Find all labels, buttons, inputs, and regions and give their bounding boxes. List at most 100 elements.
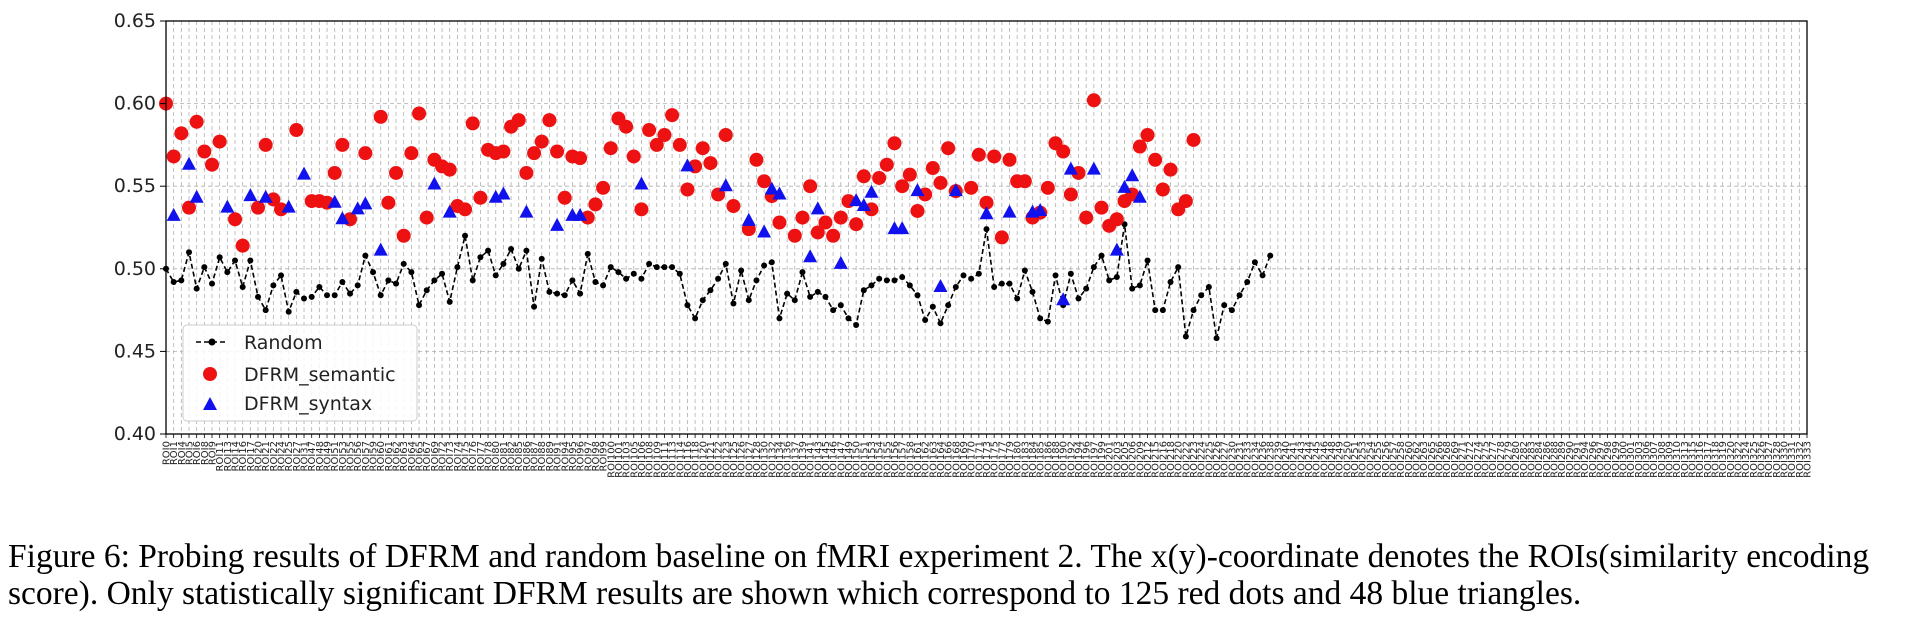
x-tick-label: ROI128: [752, 441, 763, 478]
syntax-point: [864, 184, 879, 198]
semantic-point: [994, 230, 1009, 245]
x-tick-label: ROI254: [1365, 441, 1376, 478]
x-tick-label: ROI234: [1250, 441, 1261, 478]
x-tick-label: ROI162: [921, 441, 932, 478]
x-tick-label: ROI106: [637, 441, 648, 478]
random-point: [377, 292, 384, 299]
semantic-point: [335, 137, 350, 152]
x-tick-label: ROI157: [898, 441, 909, 478]
legend: Random DFRM_semantic DFRM_syntax: [182, 324, 418, 422]
syntax-point: [718, 178, 733, 192]
x-tick-label: ROI24: [277, 441, 288, 472]
x-tick-label: ROI109: [652, 441, 663, 478]
x-tick-label: ROI310: [1672, 441, 1683, 478]
x-tick-label: ROI99: [599, 441, 610, 472]
x-tick-label: ROI126: [737, 441, 748, 478]
x-tick-label: ROI319: [1718, 441, 1729, 478]
x-tick-label: ROI95: [568, 441, 579, 472]
random-point: [546, 288, 553, 295]
random-point: [439, 270, 446, 277]
syntax-point: [243, 188, 258, 202]
syntax-point: [258, 189, 273, 203]
random-point: [1052, 272, 1059, 279]
x-tick-label: ROI65: [415, 441, 426, 472]
x-tick-label: ROI301: [1626, 441, 1637, 478]
random-point: [1182, 333, 1189, 340]
x-tick-label: ROI86: [522, 441, 533, 472]
x-tick-label: ROI158: [905, 441, 916, 478]
random-point: [239, 283, 246, 290]
random-point: [661, 264, 668, 271]
random-point: [1175, 264, 1182, 271]
syntax-point: [856, 198, 871, 212]
random-point: [983, 226, 990, 233]
syntax-point: [350, 201, 365, 215]
x-tick-label: ROI255: [1373, 441, 1384, 478]
legend-syntax-label: DFRM_syntax: [244, 393, 372, 415]
semantic-point: [925, 161, 940, 176]
x-tick-label: ROI139: [798, 441, 809, 478]
random-point: [492, 272, 499, 279]
x-tick-label: ROI331: [1787, 441, 1798, 478]
random-point: [1098, 252, 1105, 259]
x-tick-label: ROI118: [691, 441, 702, 478]
x-tick-label: ROI286: [1542, 441, 1553, 478]
x-tick-label: ROI4: [177, 441, 188, 465]
random-point: [960, 272, 967, 279]
syntax-point: [1132, 189, 1147, 203]
random-point: [707, 287, 714, 294]
x-tick-label: ROI120: [698, 441, 709, 478]
x-tick-label: ROI250: [1342, 441, 1353, 478]
x-tick-label: ROI262: [1411, 441, 1422, 478]
semantic-point: [1132, 139, 1147, 154]
x-tick-label: ROI226: [1212, 441, 1223, 478]
x-tick-label: ROI100: [606, 441, 617, 478]
random-point: [354, 282, 361, 289]
x-tick-label: ROI297: [1595, 441, 1606, 478]
syntax-point: [1109, 242, 1124, 256]
x-tick-label: ROI69: [430, 441, 441, 472]
x-tick-label: ROI308: [1657, 441, 1668, 478]
random-point: [1106, 277, 1113, 284]
x-tick-label: ROI190: [1059, 441, 1070, 478]
random-point: [684, 302, 691, 309]
x-tick-label: ROI27: [292, 441, 303, 472]
x-tick-label: ROI25: [284, 441, 295, 472]
random-point: [1198, 292, 1205, 299]
semantic-point: [381, 195, 396, 210]
syntax-point: [166, 207, 181, 221]
semantic-point: [787, 228, 802, 243]
semantic-point: [212, 134, 227, 149]
random-point: [853, 321, 860, 328]
semantic-point: [695, 141, 710, 156]
random-point: [561, 292, 568, 299]
random-point: [324, 292, 331, 299]
x-tick-label: ROI241: [1289, 441, 1300, 478]
x-tick-label: ROI209: [1135, 441, 1146, 478]
x-tick-label: ROI325: [1749, 441, 1760, 478]
syntax-point: [189, 189, 204, 203]
x-tick-label: ROI77: [476, 441, 487, 472]
x-tick-label: ROI14: [231, 441, 242, 472]
random-point: [308, 293, 315, 300]
random-point: [577, 290, 584, 297]
x-tick-label: ROI177: [997, 441, 1008, 478]
semantic-point: [396, 228, 411, 243]
x-tick-label: ROI151: [859, 441, 870, 478]
random-point: [1083, 285, 1090, 292]
random-point: [676, 270, 683, 277]
random-point: [285, 308, 292, 315]
semantic-point: [626, 149, 641, 164]
random-point: [738, 267, 745, 274]
random-point: [607, 264, 614, 271]
x-tick-label: ROI91: [553, 441, 564, 472]
x-tick-label: ROI263: [1419, 441, 1430, 478]
x-tick-label: ROI330: [1780, 441, 1791, 478]
syntax-point: [335, 211, 350, 225]
random-point: [1113, 274, 1120, 281]
x-tick-label: ROI166: [944, 441, 955, 478]
random-point: [469, 277, 476, 284]
x-tick-label: ROI249: [1335, 441, 1346, 478]
x-tick-label: ROI328: [1772, 441, 1783, 478]
x-tick-label: ROI192: [1066, 441, 1077, 478]
